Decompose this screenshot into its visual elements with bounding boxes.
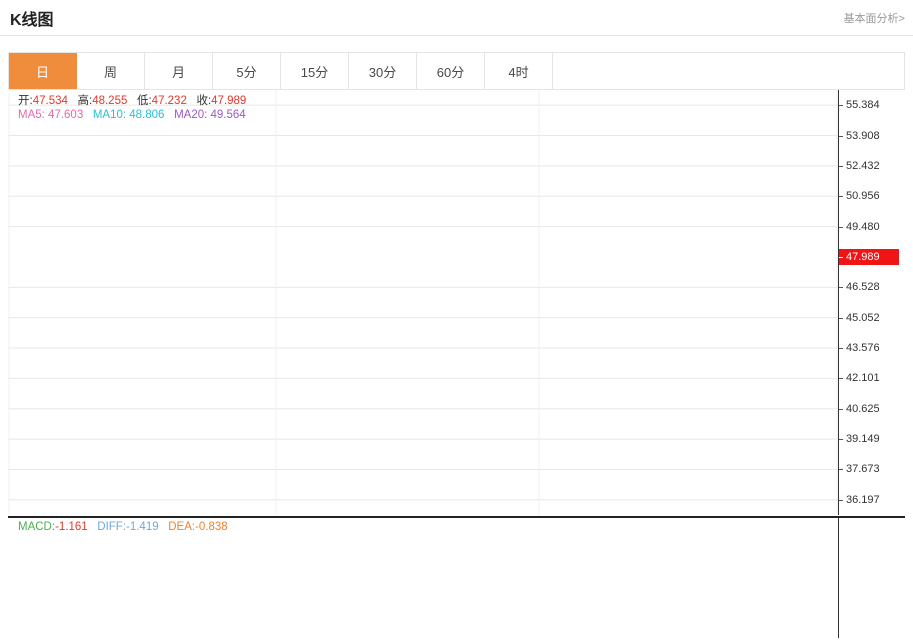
- ma10-label: MA10:: [92, 109, 127, 121]
- ma5-label: MA5:: [18, 109, 45, 121]
- period-tab-6[interactable]: 60分: [417, 53, 485, 89]
- dea-label: DEA:: [168, 521, 196, 533]
- ohlc-legend: 开:47.534 高:48.255 低:47.232 收:47.989: [18, 92, 246, 108]
- diff-value: -1.419: [126, 521, 159, 533]
- high-value: 48.255: [92, 95, 128, 107]
- price-axis-tick-11: 39.149: [839, 433, 880, 445]
- macd-panel: MACD:-1.161 DIFF:-1.419 DEA:-0.838: [8, 516, 905, 638]
- open-value: 47.534: [32, 95, 68, 107]
- diff-label: DIFF:: [97, 521, 127, 533]
- price-axis-tick-4: 49.480: [839, 221, 880, 233]
- page-title: K线图: [10, 12, 54, 29]
- period-tab-4[interactable]: 15分: [281, 53, 349, 89]
- price-axis-tick-6: 46.528: [839, 281, 880, 293]
- price-axis-tick-9: 42.101: [839, 372, 880, 384]
- price-axis-tick-1: 53.908: [839, 130, 880, 142]
- period-tab-0[interactable]: 日: [9, 53, 77, 89]
- price-axis-tick-8: 43.576: [839, 342, 880, 354]
- price-axis-tick-7: 45.052: [839, 312, 880, 324]
- candlestick-svg: [8, 90, 838, 515]
- macd-value: -1.161: [55, 521, 88, 533]
- dea-value: -0.838: [195, 521, 228, 533]
- period-tab-5[interactable]: 30分: [349, 53, 417, 89]
- price-axis-tick-2: 52.432: [839, 160, 880, 172]
- macd-axis: [838, 518, 905, 638]
- ma5-value: 47.603: [48, 109, 84, 121]
- period-tab-3[interactable]: 5分: [213, 53, 281, 89]
- macd-legend: MACD:-1.161 DIFF:-1.419 DEA:-0.838: [18, 521, 228, 533]
- period-tab-1[interactable]: 周: [77, 53, 145, 89]
- macd-svg: [8, 518, 838, 638]
- price-plot[interactable]: [8, 90, 838, 515]
- price-panel: 55.384 53.908 52.432 50.956 49.480 47.989 46.5…: [8, 90, 905, 515]
- price-axis-tick-0: 55.384: [839, 99, 880, 111]
- ma10-value: 48.806: [129, 109, 165, 121]
- open-label: 开:: [18, 95, 33, 107]
- high-label: 高:: [77, 95, 93, 107]
- ma20-value: 49.564: [210, 109, 246, 121]
- price-axis-tick-13: 36.197: [839, 494, 880, 506]
- price-axis-tick-10: 40.625: [839, 403, 880, 415]
- low-value: 47.232: [151, 95, 187, 107]
- period-tab-7[interactable]: 4时: [485, 53, 553, 89]
- price-axis-tick-3: 50.956: [839, 190, 880, 202]
- macd-label: MACD:: [18, 521, 56, 533]
- price-axis: 55.384 53.908 52.432 50.956 49.480 47.989 46.5…: [838, 90, 905, 515]
- price-axis-tick-12: 37.673: [839, 463, 880, 475]
- fundamental-analysis-link[interactable]: 基本面分析>: [843, 13, 905, 25]
- period-tab-bar: 日周月 5分 15分 30分 60分 4时: [8, 52, 905, 90]
- close-label: 收:: [196, 95, 212, 107]
- period-tab-2[interactable]: 月: [145, 53, 213, 89]
- chart-area: 55.384 53.908 52.432 50.956 49.480 47.989 46.5…: [8, 90, 905, 638]
- ma20-label: MA20:: [174, 109, 208, 121]
- period-tab-filler: [553, 53, 904, 89]
- page-header: K线图 基本面分析>: [0, 0, 913, 36]
- ma-legend: MA5: 47.603 MA10: 48.806 MA20: 49.564: [18, 109, 246, 121]
- close-value: 47.989: [211, 95, 247, 107]
- macd-plot[interactable]: [8, 518, 838, 638]
- current-price-tag: 47.989: [839, 249, 899, 266]
- low-label: 低:: [136, 95, 152, 107]
